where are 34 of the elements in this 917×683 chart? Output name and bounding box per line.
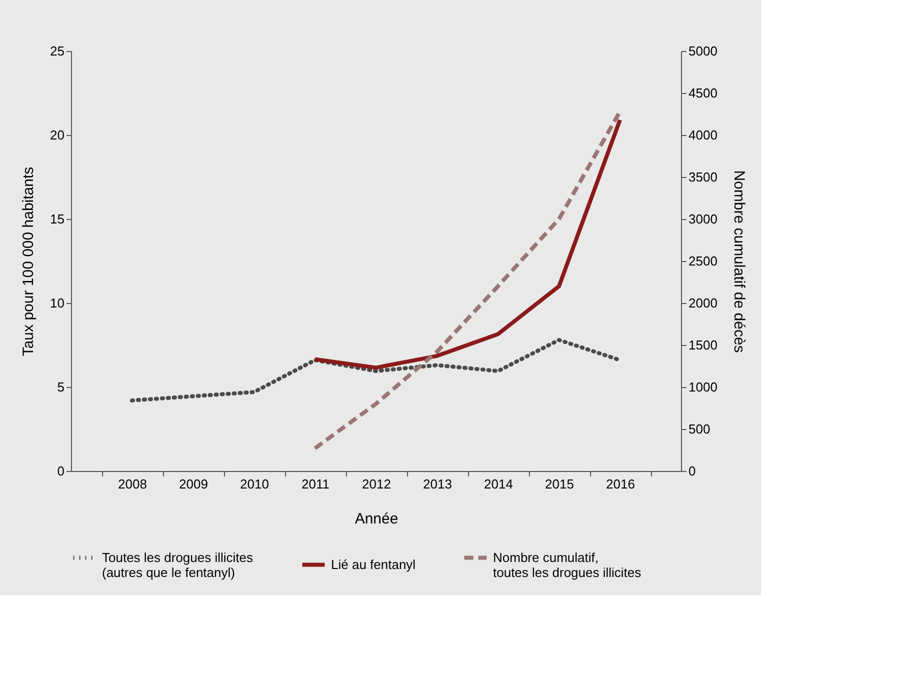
y2-tick-label: 3500 [688, 170, 718, 184]
y2-tick-label: 500 [688, 422, 710, 436]
x-tick-label: 2013 [423, 476, 452, 492]
x-axis-title: Année [354, 510, 398, 528]
y2-axis-title: Nombre cumulatif de décès [730, 170, 748, 353]
x-tick-label: 2011 [302, 476, 330, 492]
y-tick-label: 15 [50, 212, 64, 226]
legend-label: Nombre cumulatif, toutes les drogues illicites [493, 550, 642, 580]
x-tick-label: 2010 [240, 476, 269, 492]
y2-tick-label: 5000 [688, 44, 718, 58]
x-tick-label: 2014 [484, 476, 513, 492]
y2-tick-label: 4000 [688, 128, 718, 142]
x-tick-label: 2009 [179, 476, 208, 492]
x-tick-label: 2016 [606, 476, 635, 492]
x-tick-label: 2008 [118, 476, 147, 492]
y2-tick-label: 2500 [688, 254, 718, 268]
y-tick-label: 5 [57, 380, 64, 394]
y-tick-label: 20 [50, 128, 64, 142]
x-tick-label: 2012 [362, 476, 391, 492]
y-tick-label: 25 [50, 44, 64, 58]
y2-tick-label: 1500 [688, 338, 718, 352]
y2-tick-label: 0 [688, 464, 696, 478]
y-tick-label: 0 [57, 464, 64, 478]
y2-tick-label: 1000 [688, 380, 718, 394]
y2-tick-label: 2000 [688, 296, 718, 310]
line-series [313, 118, 622, 370]
x-tick-label: 2015 [545, 476, 574, 492]
line-series [130, 338, 622, 402]
legend-label: Lié au fentanyl [331, 556, 416, 572]
y-tick-label: 10 [50, 296, 64, 310]
y2-tick-label: 3000 [688, 212, 718, 226]
y2-tick-label: 4500 [688, 86, 718, 100]
y-axis-title: Taux pour 100 000 habitants [20, 166, 38, 356]
legend-label: Toutes les drogues illicites (autres que le fentanyl) [102, 550, 254, 580]
